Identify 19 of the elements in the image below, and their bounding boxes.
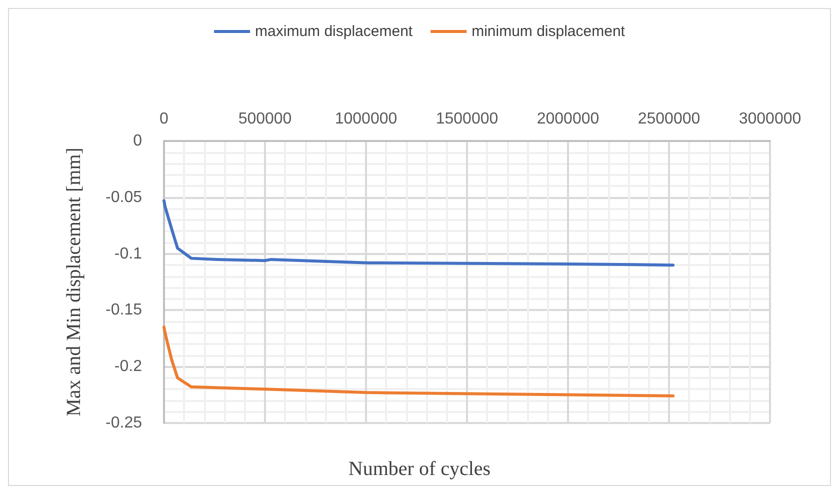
x-tick-label: 1000000: [334, 110, 398, 128]
y-tick-label: 0: [133, 132, 142, 150]
x-tick-label: 3000000: [738, 110, 802, 128]
line-series: [162, 199, 675, 267]
x-tick-label: 2500000: [638, 110, 700, 128]
line-series: [162, 326, 675, 398]
legend-label: maximum displacement: [255, 23, 414, 40]
x-tick-label: 0: [160, 110, 169, 128]
x-tick-label: 500000: [238, 110, 292, 128]
y-tick-label: -0.15: [106, 302, 142, 319]
y-tick-label: -0.1: [114, 245, 142, 262]
x-axis-title: Number of cycles: [348, 458, 491, 480]
x-tick-label: 1500000: [436, 110, 498, 128]
x-tick-label: 2000000: [536, 110, 600, 128]
y-axis-title: Max and Min displacement [mm]: [63, 148, 85, 416]
y-tick-label: -0.05: [106, 188, 142, 206]
legend-label: minimum displacement: [472, 23, 626, 40]
y-tick-label: -0.25: [106, 414, 142, 432]
y-tick-label: -0.2: [114, 358, 142, 376]
